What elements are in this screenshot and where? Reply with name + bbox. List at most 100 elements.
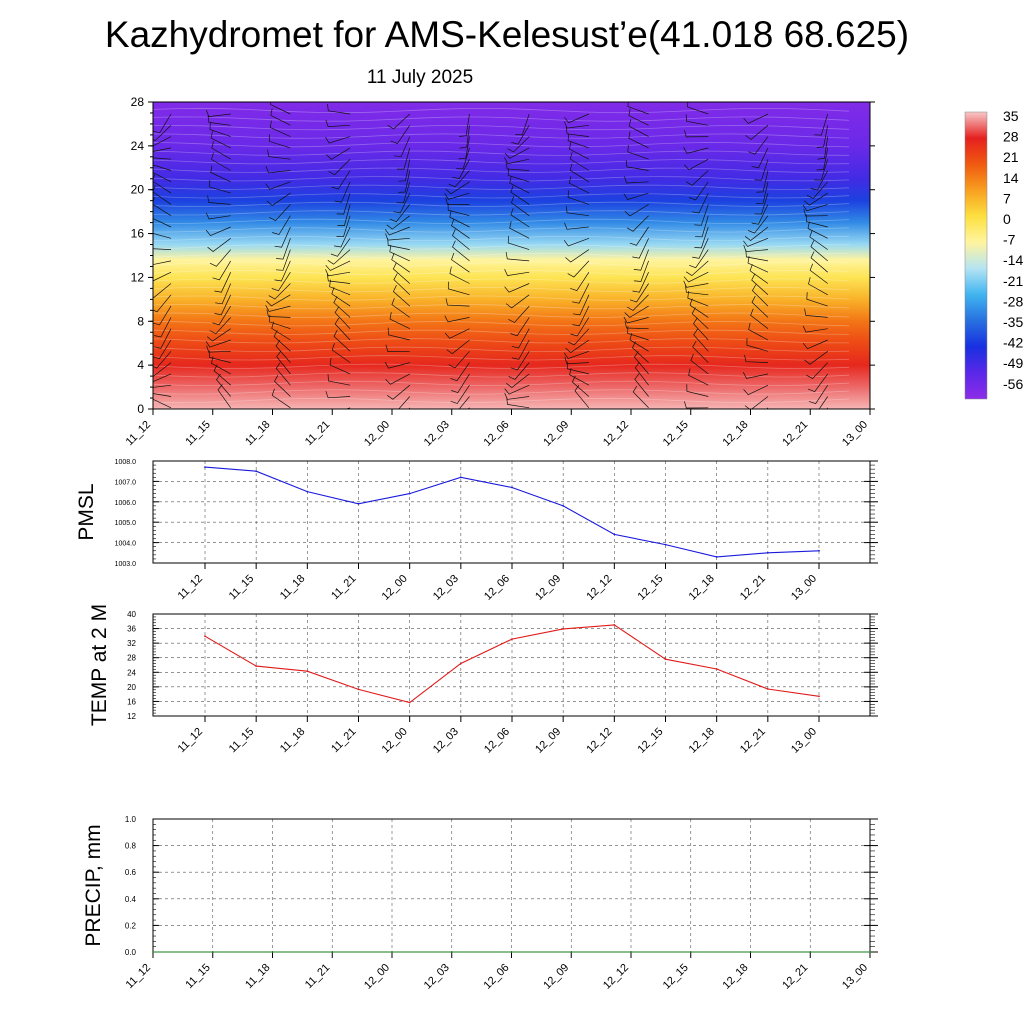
wind-barb: [271, 388, 291, 409]
wind-barb: [751, 273, 769, 296]
data-point: [271, 951, 274, 953]
wind-barb: [510, 196, 530, 216]
wind-barb: [692, 340, 709, 363]
wind-barb: [325, 269, 351, 277]
x-tick-label: 11_12: [176, 573, 206, 603]
wind-barb: [818, 396, 828, 409]
x-tick-label: 12_06: [482, 573, 512, 603]
wind-barb: [750, 308, 769, 329]
y-tick-label: 1007.0: [115, 479, 137, 486]
wind-barb: [336, 192, 351, 215]
wind-barb: [572, 305, 590, 327]
wind-barb: [691, 307, 709, 329]
wind-barb: [693, 317, 709, 341]
wind-barb: [692, 238, 709, 259]
wind-barb: [688, 181, 709, 201]
wind-barb: [802, 204, 828, 212]
wind-barb: [384, 361, 410, 369]
wind-barb: [564, 222, 589, 230]
x-tick-label: 11_12: [124, 962, 154, 992]
contour-line: [153, 142, 850, 148]
wind-barb: [744, 354, 769, 363]
wind-barb: [217, 384, 231, 409]
x-tick-label: 12_12: [601, 962, 631, 992]
wind-barb: [212, 260, 232, 281]
plot-area: [153, 461, 870, 563]
wind-barb: [209, 249, 231, 267]
wind-barb: [444, 315, 470, 323]
wind-barb: [270, 108, 291, 126]
wind-barb: [153, 248, 172, 250]
wind-barb: [216, 373, 231, 397]
wind-barb: [567, 328, 590, 346]
wind-barb: [623, 316, 649, 324]
y-tick-label: 1.0: [125, 815, 137, 824]
y-tick-label: 1004.0: [115, 541, 137, 548]
wind-barb: [504, 392, 530, 400]
wind-barb: [511, 328, 530, 349]
wind-barb: [269, 120, 291, 137]
wind-barb: [505, 251, 530, 262]
colorbar-label: -21: [1003, 273, 1023, 289]
wind-barb: [447, 281, 470, 296]
wind-barb: [268, 283, 291, 300]
x-tick-label: 12_06: [482, 419, 512, 449]
chart-subtitle: 11 July 2025: [367, 67, 473, 88]
wind-barb: [329, 279, 351, 296]
data-point: [357, 688, 360, 691]
wind-barb: [449, 266, 470, 284]
x-tick-label: 11_21: [303, 419, 333, 449]
wind-barb: [389, 244, 410, 262]
wind-barb: [564, 356, 589, 365]
wind-barb: [153, 185, 172, 205]
wind-barb: [459, 113, 470, 137]
x-tick-label: 12_15: [661, 962, 691, 992]
wind-barb: [450, 362, 470, 382]
wind-barb: [387, 327, 410, 341]
wind-barb: [153, 294, 172, 313]
wind-barb: [389, 312, 410, 330]
y-tick-label: 0.4: [125, 895, 137, 904]
wind-barb: [624, 176, 649, 184]
wind-barb: [153, 393, 172, 397]
wind-barb: [211, 152, 231, 171]
wind-barb: [563, 350, 590, 360]
wind-barb: [633, 351, 649, 375]
wind-barb: [743, 237, 769, 247]
wind-barb: [802, 325, 828, 333]
y-axis-title: TEMP at 2 M: [88, 604, 111, 726]
wind-barb: [448, 170, 470, 188]
chart-title: Kazhydromet for AMS-Kelesust’e(41.018 68…: [105, 14, 909, 55]
wind-barb: [572, 283, 590, 304]
wind-barb: [334, 306, 351, 329]
wind-barb: [331, 343, 351, 363]
contour-line: [153, 346, 850, 352]
wind-barb: [408, 407, 411, 409]
wind-barb: [634, 373, 649, 397]
x-tick-label: 12_09: [541, 419, 571, 449]
contour-line: [153, 363, 850, 370]
wind-barb: [265, 305, 291, 312]
contour-line: [153, 286, 850, 293]
wind-barb: [458, 396, 470, 409]
data-point: [211, 951, 214, 953]
x-tick-label: 13_00: [789, 573, 819, 603]
wind-barb: [327, 374, 351, 386]
wind-barb: [153, 260, 172, 265]
wind-barb: [272, 215, 291, 235]
wind-barb: [275, 340, 291, 363]
wind-barb: [805, 214, 828, 228]
x-tick-label: 11_18: [278, 573, 308, 603]
wind-barb: [505, 294, 530, 309]
wind-barb: [632, 385, 649, 409]
precip-panel: 0.0 0.2 0.4 0.6 0.8 1.0 11_12 11_15 11_18 11_21 12…: [82, 815, 878, 992]
wind-barb: [153, 271, 172, 282]
wind-barb: [205, 212, 231, 220]
wind-barb: [458, 136, 470, 160]
contour-line: [153, 355, 850, 361]
wind-barb: [571, 375, 590, 397]
wind-barb: [748, 322, 769, 341]
colorbar-label: 0: [1003, 211, 1011, 227]
wind-barb: [449, 210, 470, 228]
wind-barb: [569, 163, 590, 183]
